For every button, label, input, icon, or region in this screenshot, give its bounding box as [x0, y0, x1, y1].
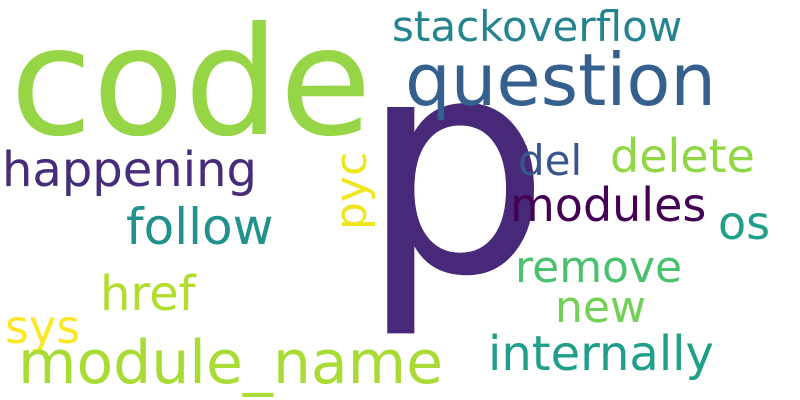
word-internally: internally [488, 326, 714, 382]
word-stackoverflow: stackoverflow [392, 2, 683, 51]
word-remove: remove [515, 242, 683, 293]
word-os: os [718, 196, 771, 250]
word-follow: follow [126, 198, 274, 256]
word-href: href [100, 266, 196, 322]
word-sys: sys [5, 300, 81, 354]
word-question: question [405, 38, 717, 122]
word-new: new [555, 282, 646, 333]
word-pyc: pyc [326, 151, 377, 230]
word-del: del [518, 136, 583, 185]
word-delete: delete [610, 129, 755, 183]
word-modules: modules [510, 178, 707, 232]
word-module-name: module_name [18, 328, 444, 398]
word-happening: happening [2, 142, 257, 198]
word-p: p [360, 0, 551, 342]
word-code: code [10, 0, 372, 170]
